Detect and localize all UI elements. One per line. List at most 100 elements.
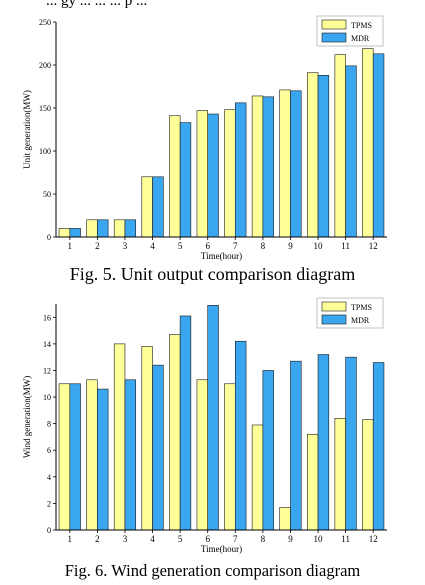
legend-label-mdr: MDR [351,34,370,43]
figure-5-caption: Fig. 5. Unit output comparison diagram [69,264,356,284]
bar-tpms-h9 [279,89,291,238]
bar-tpms-h11 [334,418,346,531]
y-tick-label: 200 [39,61,51,70]
y-tick-label: 50 [43,190,51,199]
x-axis-label: Time(hour) [201,544,242,554]
bar-tpms-h2 [86,219,98,238]
x-tick-label: 7 [233,534,238,544]
bar-tpms-h4 [141,346,153,531]
x-tick-label: 2 [95,534,100,544]
bar-tpms-h1 [58,383,71,531]
bar-mdr-h2 [97,388,109,531]
x-tick-label: 10 [314,534,324,544]
bar-tpms-h10 [306,433,319,531]
bar-tpms-h5 [169,334,181,531]
bar-tpms-h7 [224,109,236,238]
legend-swatch-tpms [321,19,347,30]
legend-swatch-tpms [321,301,347,312]
bar-tpms-h1 [58,228,71,238]
y-tick-label: 2 [47,499,51,508]
y-tick-label: 0 [47,526,51,535]
bar-mdr-h10 [317,354,330,531]
bar-mdr-h10 [317,75,330,238]
y-axis-label: Unit generation(MW) [22,90,32,169]
bar-mdr-h4 [152,176,164,238]
x-tick-label: 1 [68,534,73,544]
x-tick-label: 10 [314,241,324,251]
bar-tpms-h10 [306,72,319,238]
x-tick-label: 4 [150,534,155,544]
x-tick-label: 2 [95,241,100,251]
cropped-text-fragment: ... gy ... ... ... p ... [46,0,148,9]
x-tick-label: 9 [288,241,293,251]
bar-tpms-h7 [224,383,236,531]
y-tick-label: 16 [43,313,51,322]
legend-swatch-mdr [321,314,347,325]
bar-tpms-h11 [334,54,346,238]
bar-mdr-h8 [262,96,274,238]
x-axis-label: Time(hour) [201,251,242,261]
bar-mdr-h11 [345,65,357,238]
x-tick-label: 8 [261,534,266,544]
figure-6-caption: Fig. 6. Wind generation comparison diagr… [64,561,361,580]
x-tick-label: 9 [288,534,293,544]
bar-mdr-h12 [372,362,385,531]
y-tick-label: 14 [43,340,51,349]
x-tick-label: 12 [369,241,378,251]
bar-mdr-h6 [207,113,219,238]
y-tick-label: 12 [43,366,51,375]
x-tick-label: 8 [261,241,266,251]
bar-mdr-h12 [372,53,385,238]
bar-mdr-h5 [179,315,192,531]
x-tick-label: 6 [205,534,210,544]
bar-tpms-h3 [113,219,126,238]
x-tick-label: 4 [150,241,155,251]
bar-tpms-h12 [362,48,374,238]
bar-tpms-h2 [86,379,98,531]
bar-tpms-h12 [362,419,374,531]
y-axis-label: Wind generation(MW) [22,376,32,458]
bar-tpms-h5 [169,115,181,238]
bar-mdr-h4 [152,364,164,531]
bar-mdr-h9 [290,360,302,531]
bar-mdr-h8 [262,370,274,531]
bar-mdr-h11 [345,356,357,531]
bar-mdr-h9 [290,90,302,238]
legend-label-tpms: TPMS [351,303,372,312]
x-tick-label: 7 [233,241,238,251]
x-tick-label: 3 [123,241,128,251]
bar-mdr-h7 [234,102,247,238]
bar-mdr-h3 [124,219,137,238]
bar-tpms-h8 [251,95,264,238]
y-tick-label: 250 [39,18,51,27]
bar-tpms-h6 [196,379,209,531]
x-tick-label: 11 [341,534,350,544]
bar-tpms-h9 [279,507,291,531]
x-tick-label: 5 [178,534,183,544]
bar-mdr-h1 [69,383,81,531]
bar-mdr-h5 [179,122,192,238]
bar-tpms-h6 [196,110,209,238]
bar-mdr-h3 [124,379,137,531]
legend-label-tpms: TPMS [351,21,372,30]
bar-mdr-h6 [207,305,219,531]
y-tick-label: 4 [47,473,51,482]
y-tick-label: 150 [39,104,51,113]
x-tick-label: 6 [205,241,210,251]
x-tick-label: 1 [68,241,73,251]
x-tick-label: 12 [369,534,378,544]
bar-tpms-h4 [141,176,153,238]
y-tick-label: 6 [47,446,51,455]
y-tick-label: 100 [39,147,51,156]
y-tick-label: 0 [47,233,51,242]
legend-label-mdr: MDR [351,316,370,325]
y-tick-label: 8 [47,420,51,429]
x-tick-label: 11 [341,241,350,251]
bar-mdr-h1 [69,228,81,238]
bar-tpms-h3 [113,343,126,531]
bar-mdr-h2 [97,219,109,238]
bar-tpms-h8 [251,424,264,531]
bar-mdr-h7 [234,340,247,531]
